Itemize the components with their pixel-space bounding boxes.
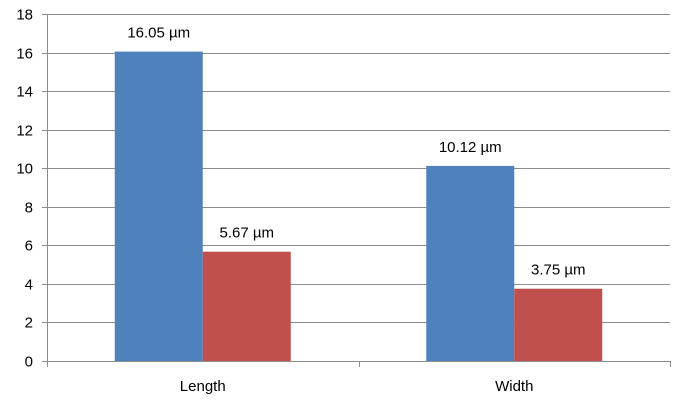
bar-width-series-2 [514, 288, 603, 361]
bars [114, 51, 603, 361]
bar-length-series-2 [202, 251, 291, 361]
bar-length-series-1 [114, 51, 203, 361]
y-tick-label: 14 [16, 84, 33, 101]
labels: 0 2 4 6 8 10 12 14 16 18 16.05 µm 5.67 µm Length 10.1… [16, 7, 585, 396]
data-label: 3.75 µm [531, 262, 586, 279]
data-label: 5.67 µm [220, 225, 275, 242]
axes [42, 14, 671, 367]
y-tick-label: 10 [16, 161, 33, 178]
x-category-label: Length [180, 378, 226, 395]
y-tick-label: 0 [25, 354, 33, 371]
data-label: 10.12 µm [439, 139, 502, 156]
y-tick-label: 16 [16, 46, 33, 63]
data-label: 16.05 µm [127, 25, 190, 42]
y-tick-label: 2 [25, 315, 33, 332]
y-tick-label: 12 [16, 123, 33, 140]
y-tick-label: 18 [16, 7, 33, 24]
bar-width-series-1 [426, 165, 515, 361]
y-tick-label: 8 [25, 200, 33, 217]
y-tick-label: 6 [25, 238, 33, 255]
y-tick-label: 4 [25, 277, 33, 294]
x-category-label: Width [495, 378, 533, 395]
